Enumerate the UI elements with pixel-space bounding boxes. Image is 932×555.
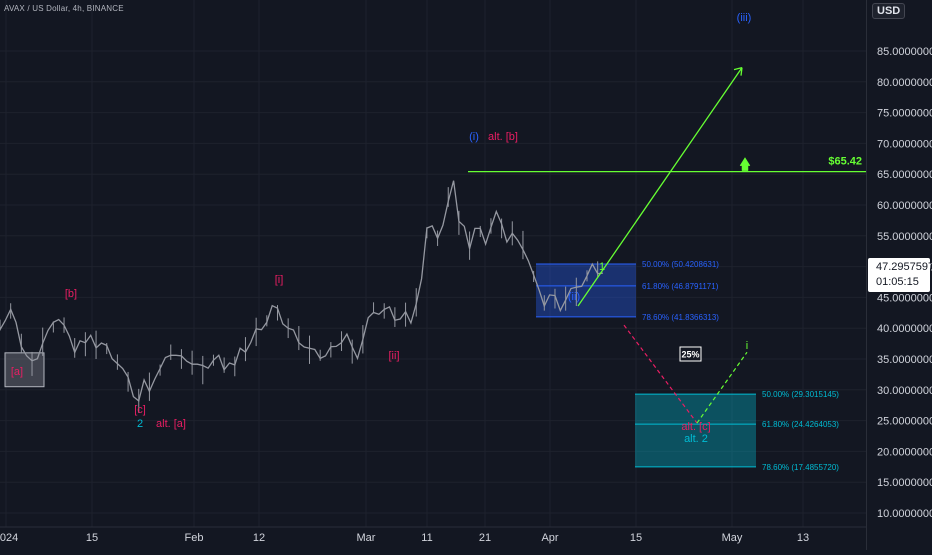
bar-countdown: 01:05:15 — [876, 276, 919, 288]
x-tick-label: Mar — [357, 532, 376, 544]
y-tick-label: 65.0000000 — [877, 169, 932, 181]
wave-label: (ii) — [568, 291, 580, 303]
last-price-tag: 47.2957597 01:05:15 — [868, 258, 932, 292]
lower-fib-zone-level-label: 78.60% (17.4855720) — [762, 463, 839, 472]
price-series — [0, 180, 604, 413]
grid — [0, 0, 866, 527]
target-label: $65.42 — [828, 156, 862, 168]
x-tick-label: 2024 — [0, 532, 18, 544]
y-tick-label: 30.0000000 — [877, 385, 932, 397]
wave-label: [c] — [134, 404, 146, 416]
lower-fib-zone-level-label: 50.00% (29.3015145) — [762, 390, 839, 399]
wave-label: [b] — [65, 288, 77, 300]
wave-label: alt. 2 — [684, 433, 708, 445]
y-tick-label: 55.0000000 — [877, 231, 932, 243]
y-tick-label: 45.0000000 — [877, 292, 932, 304]
time-axis-bg — [0, 527, 866, 550]
x-tick-label: Apr — [541, 532, 558, 544]
y-tick-label: 80.0000000 — [877, 77, 932, 89]
y-tick-label: 75.0000000 — [877, 108, 932, 120]
upper-fib-zone-box — [536, 264, 636, 317]
alt-c-projection — [623, 324, 698, 424]
y-tick-label: 60.0000000 — [877, 200, 932, 212]
wave-labels: (iii) (i) alt. [b] (ii) [i] [ii] [b] [a] [c] 2 alt… — [11, 12, 751, 445]
wave-label: alt. [c] — [681, 421, 710, 433]
y-tick-label: 25.0000000 — [877, 416, 932, 428]
price-line — [0, 180, 604, 403]
upper-fib-zone-level-label: 78.60% (41.8366313) — [642, 313, 719, 322]
x-tick-label: 13 — [797, 532, 809, 544]
y-tick-label: 70.0000000 — [877, 138, 932, 150]
fib-zones: 50.00% (50.4208631) 61.80% (46.8791171) 78… — [4, 260, 839, 472]
wave-label: 2 — [137, 418, 143, 430]
lower-fib-zone-box — [635, 394, 756, 467]
currency-button[interactable]: USD — [872, 3, 906, 19]
target-up-arrow-icon — [739, 157, 751, 171]
upper-fib-zone-level-label: 61.80% (46.8791171) — [642, 282, 719, 291]
y-tick-label: 40.0000000 — [877, 323, 932, 335]
last-price-value: 47.2957597 — [876, 261, 932, 273]
wave-label: [i] — [275, 274, 284, 286]
x-tick-label: Feb — [185, 532, 204, 544]
wave-label: i — [746, 340, 748, 352]
y-tick-label: 20.0000000 — [877, 446, 932, 458]
y-tick-label: 15.0000000 — [877, 477, 932, 489]
y-tick-label: 35.0000000 — [877, 354, 932, 366]
wave-label: alt. [a] — [156, 418, 186, 430]
projection-lines: $65.42 25% — [468, 67, 866, 424]
wave-iii-arrowhead — [733, 67, 743, 76]
y-tick-label: 10.0000000 — [877, 508, 932, 520]
wave-label: alt. [b] — [488, 131, 518, 143]
wave-label: [ii] — [389, 350, 400, 362]
x-tick-label: 15 — [86, 532, 98, 544]
time-axis[interactable]: 2024 15 Feb 12 Mar 11 21 Apr 15 May 13 — [0, 526, 866, 550]
wave-label: 1 — [599, 261, 605, 273]
x-tick-label: 11 — [421, 532, 432, 544]
wave-label: [a] — [11, 366, 23, 378]
y-tick-label: 85.0000000 — [877, 46, 932, 58]
wave-label: (i) — [469, 131, 479, 143]
wave-iii-projection — [577, 67, 743, 307]
probability-badge-box — [679, 346, 702, 362]
wave-label: (iii) — [737, 12, 752, 24]
probability-badge: 25% — [681, 350, 699, 360]
x-tick-label: 21 — [479, 532, 491, 544]
lower-fib-zone-level-label: 61.80% (24.4264053) — [762, 420, 839, 429]
symbol-title[interactable]: AVAX / US Dollar, 4h, BINANCE — [4, 4, 124, 13]
upper-fib-zone-level-label: 50.00% (50.4208631) — [642, 260, 719, 269]
x-tick-label: 15 — [630, 532, 642, 544]
alt-i-projection — [696, 351, 748, 424]
x-tick-label: May — [722, 532, 743, 544]
x-tick-label: 12 — [253, 532, 265, 544]
